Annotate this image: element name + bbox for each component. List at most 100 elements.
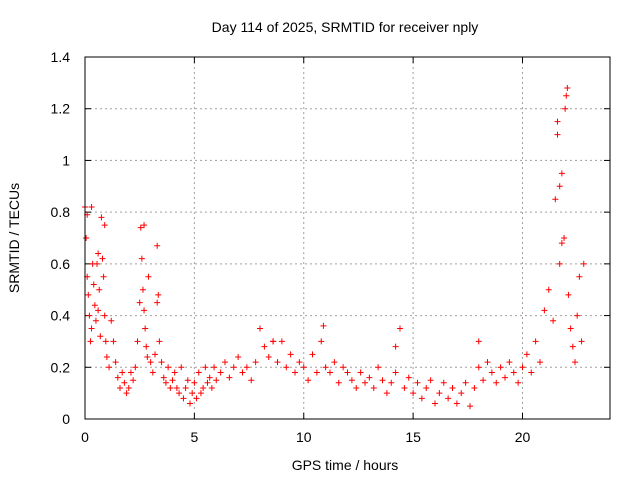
data-point (550, 317, 557, 324)
gridlines (85, 57, 610, 419)
data-point (103, 353, 110, 360)
data-point (184, 377, 191, 384)
data-point (265, 353, 272, 360)
data-point (182, 384, 189, 391)
data-point (102, 338, 109, 345)
data-point (322, 364, 329, 371)
data-point (497, 364, 504, 371)
data-point (180, 395, 187, 402)
data-point (480, 377, 487, 384)
data-point (331, 359, 338, 366)
data-point (580, 260, 587, 267)
data-point (130, 377, 137, 384)
data-point (392, 369, 399, 376)
data-point (189, 390, 196, 397)
data-point (300, 364, 307, 371)
data-point (191, 379, 198, 386)
data-point (370, 384, 377, 391)
data-point (537, 359, 543, 366)
data-point (344, 369, 351, 376)
chart-title: Day 114 of 2025, SRMTID for receiver npl… (212, 19, 479, 35)
data-point (138, 255, 145, 262)
data-point (436, 390, 443, 397)
y-axis-label: SRMTID / TECUs (6, 183, 22, 293)
data-point (127, 369, 134, 376)
data-point (101, 312, 108, 319)
data-point (558, 240, 565, 247)
x-tick-label: 0 (81, 429, 89, 445)
y-tick-label: 1.2 (51, 101, 71, 117)
data-point (453, 400, 460, 407)
data-point (173, 384, 180, 391)
data-point (97, 333, 104, 340)
data-point (110, 338, 117, 345)
data-point (85, 291, 92, 298)
data-point (200, 384, 207, 391)
data-point (320, 322, 327, 329)
x-axis-label: GPS time / hours (292, 457, 399, 473)
data-point (206, 374, 213, 381)
data-point (576, 273, 583, 280)
data-point (353, 384, 360, 391)
data-point (106, 364, 113, 371)
axis-ticks: 0 0.2 0.4 0.6 0.8 1 1.2 1.4 0 5 10 15 20 (51, 49, 610, 445)
data-point (427, 377, 434, 384)
data-point (125, 384, 132, 391)
data-point (561, 235, 568, 241)
data-point (158, 359, 165, 366)
y-tick-label: 0.8 (51, 204, 71, 220)
data-point (309, 351, 316, 358)
data-point (305, 377, 312, 384)
data-point (141, 307, 148, 314)
plot-frame (84, 56, 611, 420)
data-point (100, 273, 107, 280)
data-point (558, 170, 565, 177)
data-point (112, 359, 119, 366)
data-point (152, 351, 158, 358)
data-point (292, 369, 298, 376)
data-point (193, 395, 200, 402)
data-point (136, 299, 143, 306)
data-point (554, 118, 561, 125)
data-point (154, 242, 161, 249)
data-point (139, 286, 146, 293)
data-point (261, 343, 268, 350)
data-point (578, 338, 585, 345)
data-points (82, 85, 587, 410)
data-point (243, 364, 250, 371)
y-tick-label: 0.4 (51, 308, 71, 324)
data-point (114, 374, 121, 381)
data-point (160, 374, 167, 381)
data-point (208, 384, 215, 391)
x-tick-label: 15 (405, 429, 421, 445)
data-point (528, 369, 535, 376)
data-point (475, 364, 482, 371)
data-point (423, 384, 430, 391)
data-point (117, 384, 123, 391)
data-point (87, 338, 94, 345)
data-point (195, 369, 202, 376)
data-point (86, 312, 93, 319)
data-point (327, 369, 333, 376)
data-point (502, 374, 508, 381)
data-point (510, 369, 517, 376)
data-point (552, 196, 559, 203)
data-point (144, 353, 151, 360)
data-point (98, 214, 105, 221)
data-point (204, 379, 211, 386)
data-point (171, 369, 178, 376)
data-point (405, 374, 412, 381)
data-point (83, 235, 90, 241)
data-point (541, 307, 548, 314)
data-point (556, 183, 563, 190)
data-point (565, 291, 572, 298)
data-point (467, 403, 473, 410)
data-point (222, 359, 228, 366)
data-point (348, 377, 355, 384)
data-point (202, 364, 209, 371)
data-point (141, 222, 148, 229)
data-point (475, 338, 482, 345)
data-point (235, 353, 242, 360)
data-point (335, 379, 342, 386)
